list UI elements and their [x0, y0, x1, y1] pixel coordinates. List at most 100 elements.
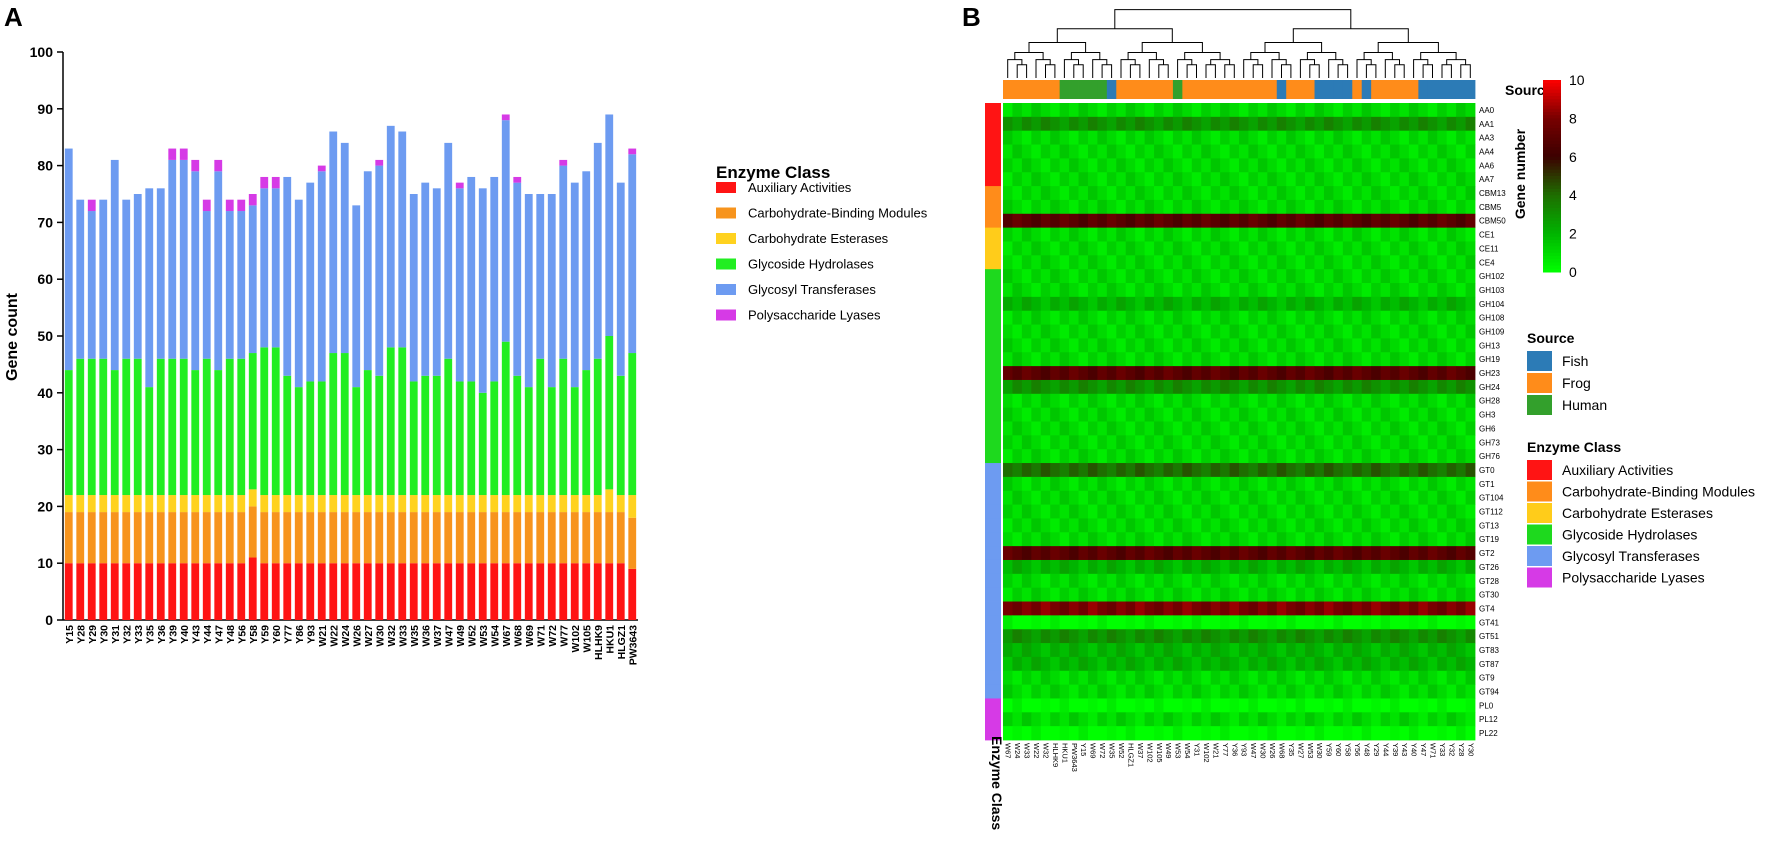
- heatmap-cell: [1050, 255, 1061, 270]
- heatmap-cell: [1059, 698, 1070, 713]
- heatmap-cell: [1106, 726, 1117, 741]
- heatmap-cell: [1163, 241, 1174, 256]
- heatmap-cell: [1125, 255, 1136, 270]
- heatmap-cell: [1333, 103, 1344, 118]
- heatmap-cell: [1229, 199, 1240, 215]
- heatmap-cell: [1257, 615, 1268, 630]
- bar-segment: [536, 563, 545, 620]
- heatmap-cell: [1465, 158, 1476, 173]
- heatmap-cell: [1408, 103, 1419, 118]
- heatmap-cell: [1342, 352, 1353, 367]
- row-label: GT87: [1479, 660, 1500, 669]
- heatmap-cell: [1135, 449, 1145, 464]
- heatmap-cell: [1144, 449, 1155, 464]
- heatmap-cell: [1323, 463, 1334, 478]
- heatmap-cell: [1116, 338, 1127, 353]
- heatmap-cell: [1116, 546, 1127, 561]
- heatmap-cell: [1333, 144, 1344, 159]
- heatmap-cell: [1267, 476, 1278, 492]
- heatmap-cell: [1333, 366, 1344, 381]
- bar-segment: [467, 381, 476, 496]
- heatmap-cell: [1408, 310, 1419, 325]
- column-label: Y93: [1240, 743, 1249, 756]
- heatmap-cell: [1408, 546, 1419, 561]
- heatmap-cell: [1437, 172, 1448, 187]
- dendrogram-link: [1252, 64, 1264, 78]
- bar-segment: [547, 194, 556, 388]
- heatmap-cell: [1408, 116, 1419, 132]
- heatmap-cell: [1342, 615, 1353, 630]
- heatmap-cell: [1003, 213, 1013, 229]
- source-legend-swatch: [1527, 351, 1552, 371]
- heatmap-cell: [1125, 573, 1136, 589]
- heatmap-cell: [1059, 130, 1070, 145]
- heatmap-cell: [1408, 573, 1419, 589]
- heatmap-cell: [1427, 643, 1438, 658]
- colorbar-step: [1543, 105, 1561, 110]
- column-label: HKU1: [1060, 743, 1069, 763]
- heatmap-cell: [1427, 310, 1438, 325]
- heatmap-cell: [1418, 726, 1429, 741]
- heatmap-cell: [1097, 269, 1108, 284]
- heatmap-cell: [1418, 656, 1429, 672]
- heatmap-cell: [1078, 559, 1089, 575]
- heatmap-cell: [1371, 615, 1381, 630]
- bar-segment: [582, 512, 591, 564]
- bar-segment: [605, 512, 614, 564]
- heatmap-cell: [1012, 227, 1023, 242]
- heatmap-cell: [1135, 352, 1145, 367]
- heatmap-cell: [1116, 615, 1127, 630]
- heatmap-cell: [1003, 559, 1013, 575]
- heatmap-cell: [1427, 559, 1438, 575]
- heatmap-cell: [1239, 643, 1249, 658]
- heatmap-cell: [1116, 587, 1127, 602]
- heatmap-cell: [1399, 407, 1410, 422]
- heatmap-cell: [1050, 712, 1061, 727]
- heatmap-cell: [1163, 407, 1174, 422]
- heatmap-cell: [1361, 255, 1372, 270]
- heatmap-cell: [1069, 518, 1079, 533]
- heatmap-cell: [1399, 559, 1410, 575]
- heatmap-cell: [1427, 670, 1438, 686]
- heatmap-cell: [1305, 144, 1315, 159]
- heatmap-cell: [1248, 587, 1259, 602]
- source-cell: [1361, 80, 1372, 99]
- heatmap-cell: [1456, 407, 1466, 422]
- bar-segment: [283, 495, 292, 513]
- heatmap-cell: [1371, 338, 1381, 353]
- heatmap-cell: [1031, 684, 1042, 699]
- heatmap-cell: [1408, 227, 1419, 242]
- heatmap-cell: [1323, 144, 1334, 159]
- heatmap-cell: [1257, 643, 1268, 658]
- heatmap-cell: [1210, 670, 1221, 686]
- heatmap-cell: [1418, 698, 1429, 713]
- heatmap-cell: [1087, 352, 1098, 367]
- heatmap-cell: [1172, 379, 1183, 395]
- bar-segment: [271, 512, 280, 564]
- heatmap-cell: [1239, 186, 1249, 201]
- heatmap-cell: [1069, 629, 1079, 644]
- bar-segment: [156, 495, 165, 513]
- heatmap-cell: [1135, 698, 1145, 713]
- heatmap-cell: [1333, 587, 1344, 602]
- legend-swatch: [716, 233, 736, 244]
- heatmap-cell: [1408, 656, 1419, 672]
- heatmap-cell: [1333, 629, 1344, 644]
- heatmap-cell: [1163, 490, 1174, 505]
- heatmap-cell: [1003, 324, 1013, 339]
- heatmap-cell: [1465, 186, 1476, 201]
- colorbar-step: [1543, 102, 1561, 107]
- heatmap-cell: [1144, 393, 1155, 409]
- heatmap-cell: [1069, 726, 1079, 741]
- legend-swatch: [716, 258, 736, 270]
- heatmap-cell: [1040, 407, 1051, 422]
- heatmap-cell: [1050, 476, 1061, 492]
- heatmap-cell: [1210, 643, 1221, 658]
- heatmap-cell: [1087, 587, 1098, 602]
- heatmap-cell: [1267, 310, 1278, 325]
- heatmap-cell: [1323, 186, 1334, 201]
- heatmap-cell: [1154, 615, 1164, 630]
- heatmap-cell: [1361, 199, 1372, 215]
- heatmap-cell: [1040, 490, 1051, 505]
